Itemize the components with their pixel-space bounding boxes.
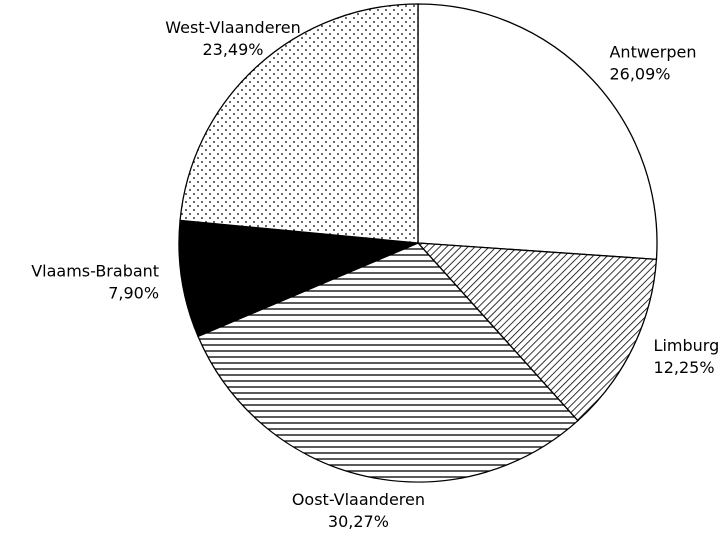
slice-label: Oost-Vlaanderen (292, 490, 425, 509)
slice-value-label: 30,27% (328, 512, 389, 531)
slice-label: West-Vlaanderen (165, 18, 301, 37)
pie-slice (179, 3, 419, 244)
pie-slice (197, 242, 579, 483)
pie-slice (417, 3, 658, 261)
slice-value-label: 12,25% (654, 358, 715, 377)
slice-label: Antwerpen (609, 43, 696, 62)
pie-slice (416, 242, 658, 422)
slice-value-label: 7,90% (108, 284, 159, 303)
slice-value-label: 23,49% (202, 40, 263, 59)
slice-value-label: 26,09% (609, 65, 670, 84)
slice-label: Limburg (654, 336, 720, 355)
slice-label: Vlaams-Brabant (31, 262, 159, 281)
pie-slice (178, 219, 419, 338)
